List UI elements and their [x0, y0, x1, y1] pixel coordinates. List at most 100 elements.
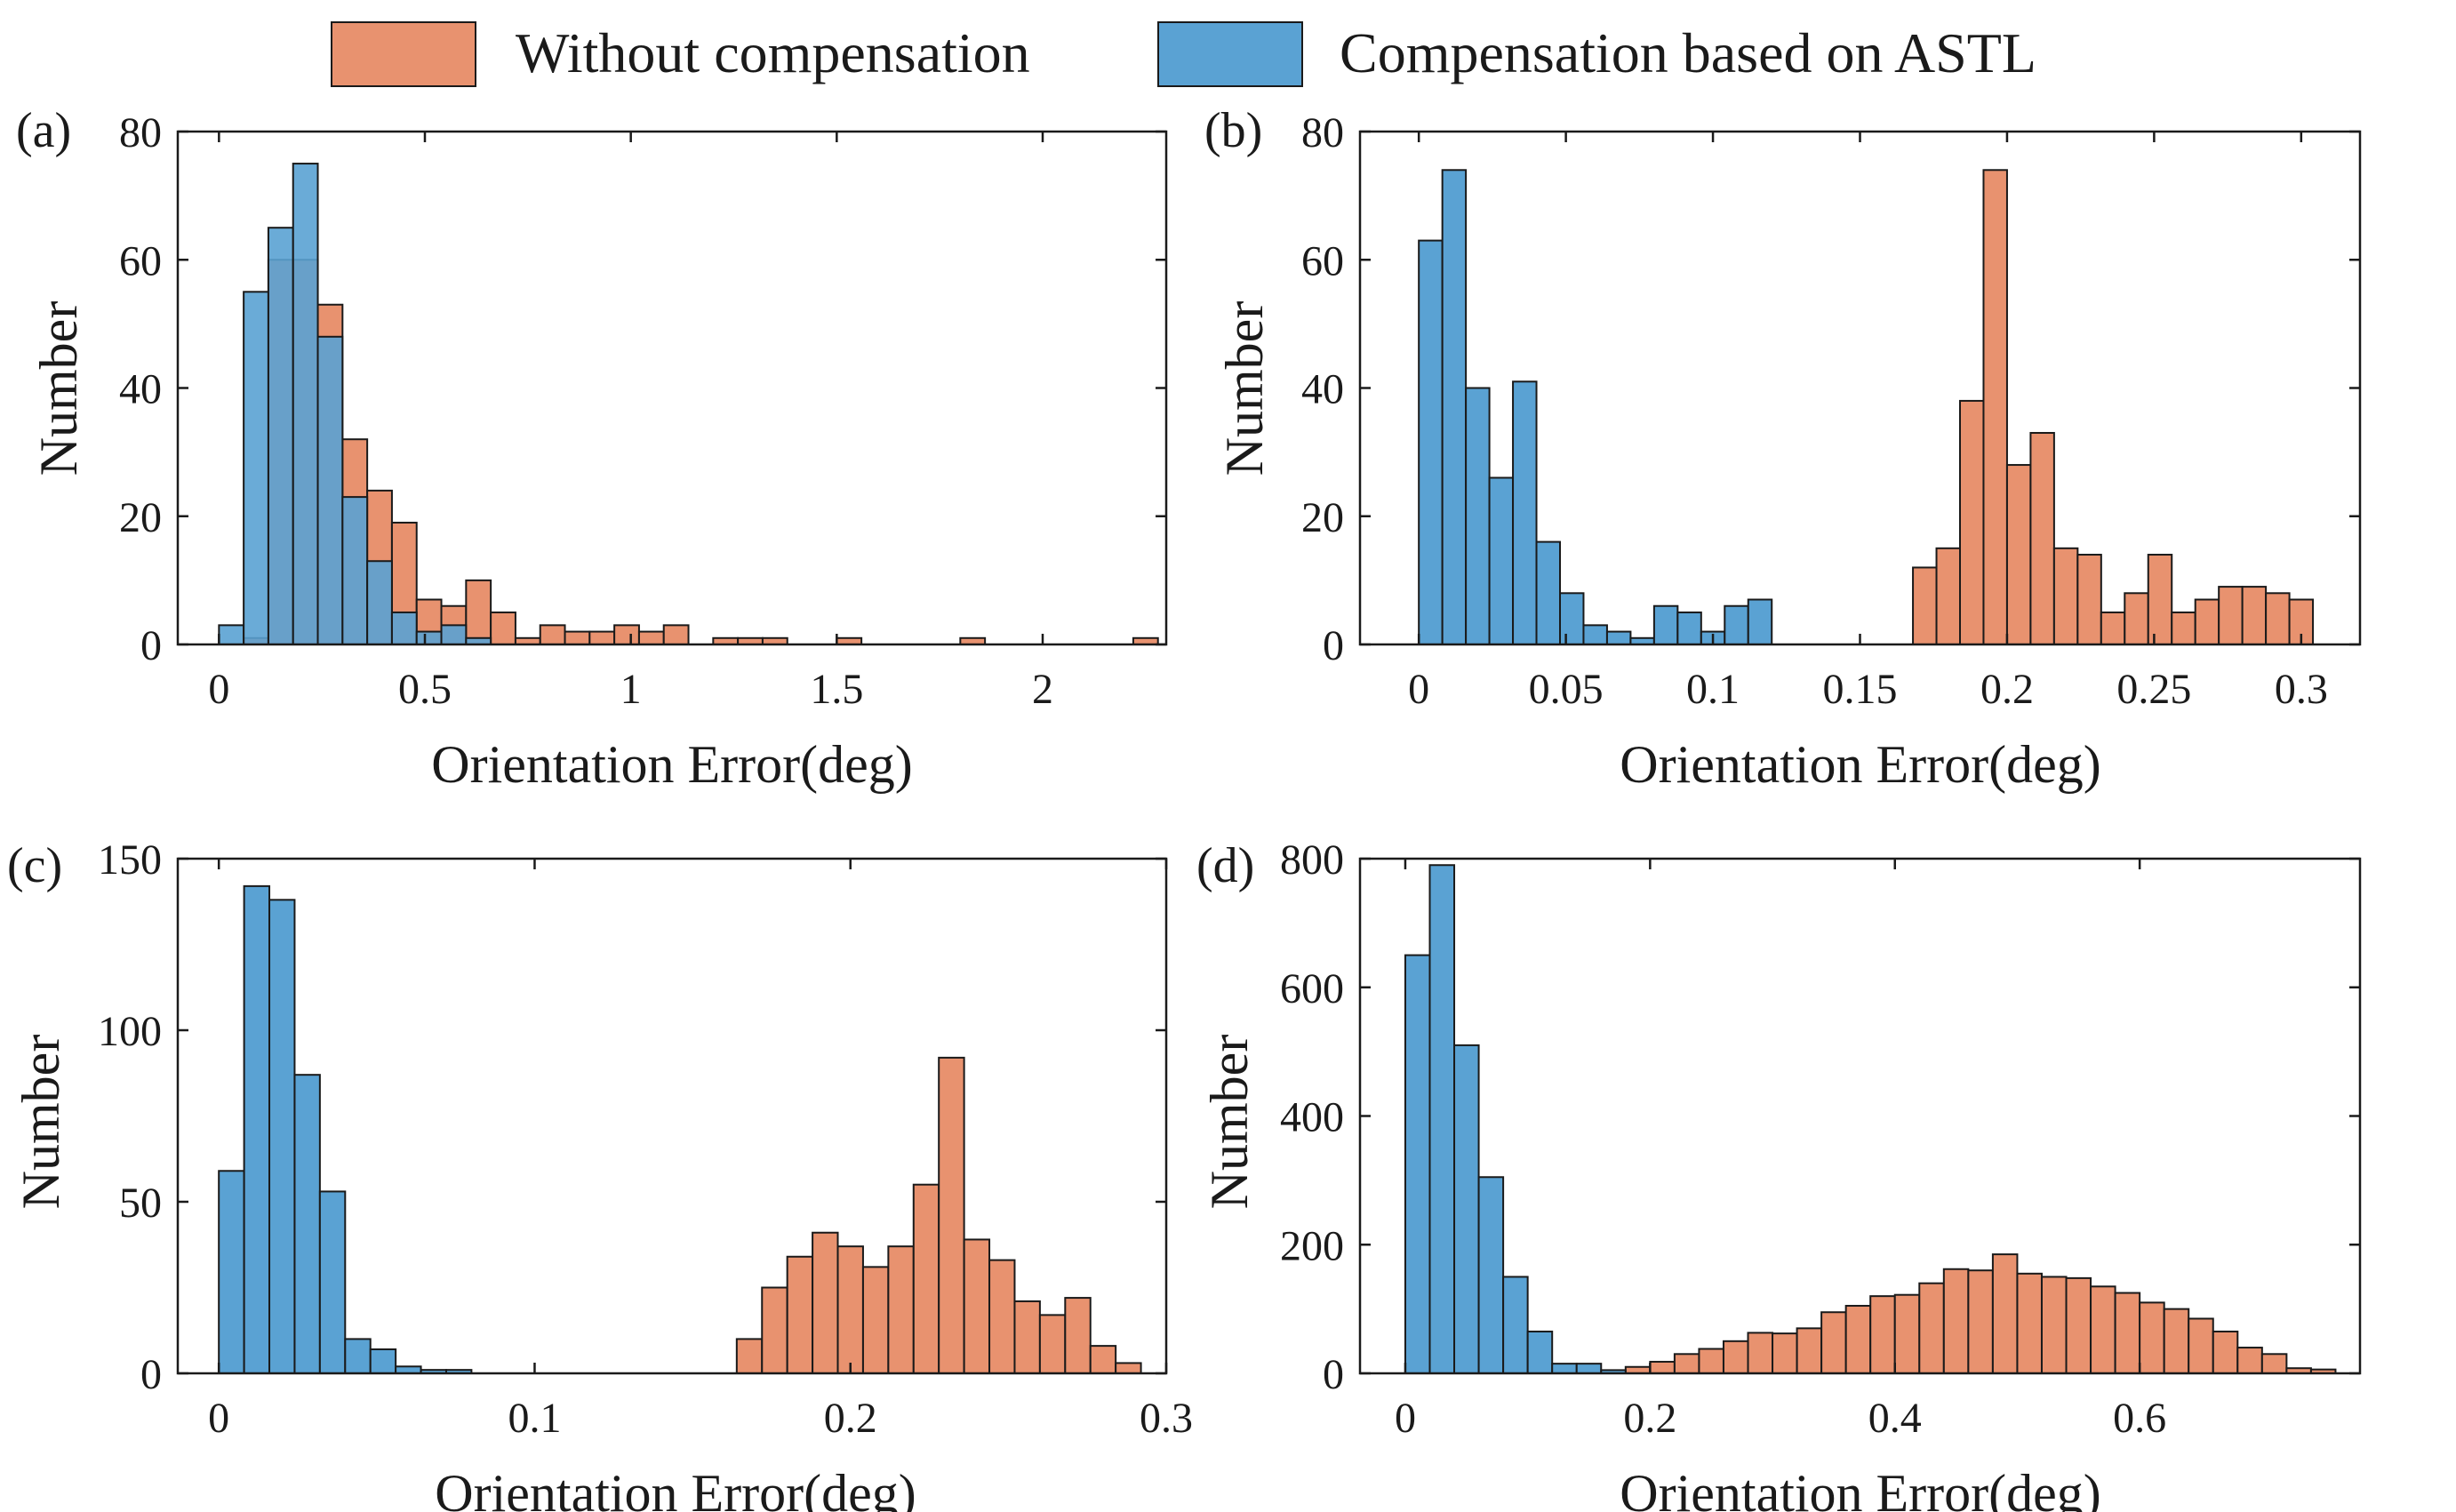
y-tick-label: 0 — [140, 1351, 162, 1398]
bar-without — [1089, 1345, 1117, 1374]
panel-label: (c) — [7, 838, 62, 893]
bar-astl — [390, 611, 418, 646]
bar-astl — [1724, 604, 1749, 645]
bar-without — [912, 1183, 940, 1374]
bar-astl — [1441, 169, 1468, 645]
bar-astl — [1652, 604, 1679, 645]
bar-astl — [243, 884, 271, 1374]
legend-label-without: Without compensation — [516, 21, 1030, 84]
y-tick-label: 60 — [1301, 237, 1344, 284]
bar-without — [1912, 566, 1938, 646]
bar-astl — [218, 624, 245, 645]
bar-without — [861, 1266, 890, 1374]
panel-label: (d) — [1196, 838, 1254, 893]
bar-without — [465, 579, 492, 646]
bar-without — [613, 624, 640, 645]
bar-without — [1747, 1332, 1774, 1375]
bar-without — [1935, 547, 1962, 645]
x-tick-label: 0.2 — [1980, 666, 2034, 713]
bar-astl — [218, 1170, 245, 1375]
y-tick-label: 20 — [1301, 494, 1344, 541]
x-tick-label: 0.2 — [1623, 1395, 1676, 1442]
bar-astl — [1477, 1176, 1505, 1375]
bar-without — [1772, 1332, 1798, 1375]
bar-without — [1820, 1311, 1847, 1374]
y-tick-label: 40 — [1301, 366, 1344, 413]
bar-astl — [1526, 1330, 1554, 1374]
bar-astl — [1605, 630, 1632, 646]
bar-astl — [267, 227, 294, 645]
bar-without — [2236, 1347, 2263, 1375]
bar-without — [2265, 592, 2291, 645]
bar-without — [2052, 547, 2079, 645]
bar-astl — [293, 1074, 321, 1375]
bar-astl — [440, 624, 468, 645]
bar-without — [588, 630, 616, 646]
bar-without — [2065, 1276, 2092, 1375]
y-axis-title: Number — [12, 1035, 70, 1210]
legend: Without compensation Compensation based … — [331, 21, 2036, 87]
bar-without — [1967, 1269, 1994, 1374]
bar-without — [2171, 611, 2196, 646]
y-tick-label: 600 — [1280, 965, 1344, 1012]
bar-without — [2090, 1285, 2116, 1375]
bar-without — [2260, 1353, 2288, 1375]
bar-without — [735, 1338, 764, 1375]
legend-label-astl: Compensation based on ASTL — [1340, 21, 2036, 84]
bar-astl — [1512, 380, 1538, 645]
bar-without — [1918, 1282, 1945, 1375]
x-axis-title: Orientation Error(deg) — [1620, 1464, 2100, 1512]
bar-without — [1649, 1360, 1676, 1374]
bar-astl — [415, 630, 443, 646]
bar-without — [1942, 1268, 1970, 1374]
y-tick-label: 20 — [119, 494, 162, 541]
y-tick-label: 40 — [119, 366, 162, 413]
legend-swatch-astl — [1157, 21, 1303, 87]
y-tick-label: 80 — [119, 109, 162, 156]
bar-astl — [1551, 1363, 1578, 1375]
bar-astl — [369, 1348, 397, 1374]
bar-without — [2114, 1292, 2141, 1375]
bar-without — [1013, 1300, 1041, 1374]
bar-without — [1982, 169, 2008, 645]
bar-without — [1991, 1253, 2019, 1374]
bar-without — [812, 1231, 839, 1374]
bar-without — [963, 1238, 991, 1374]
bar-without — [988, 1259, 1016, 1374]
x-tick-label: 0 — [1408, 666, 1429, 713]
y-tick-label: 400 — [1280, 1094, 1344, 1141]
bar-without — [2218, 586, 2244, 646]
y-tick-label: 80 — [1301, 109, 1344, 156]
bar-without — [1115, 1362, 1142, 1375]
x-tick-label: 0.05 — [1529, 666, 1604, 713]
bar-astl — [1559, 592, 1585, 645]
bar-astl — [268, 899, 296, 1374]
bar-without — [1698, 1348, 1724, 1374]
x-tick-label: 1.5 — [810, 666, 863, 713]
bar-without — [786, 1255, 814, 1375]
x-tick-label: 1 — [620, 666, 642, 713]
x-tick-label: 0.3 — [1140, 1395, 1193, 1442]
bar-without — [2124, 592, 2149, 645]
bar-astl — [316, 335, 344, 645]
y-tick-label: 0 — [1323, 1351, 1344, 1398]
y-tick-label: 100 — [98, 1008, 162, 1055]
panel-b: (b) Number Orientation Error(deg) 0 0.05 0… — [1204, 103, 2362, 794]
bar-without — [564, 630, 591, 646]
y-tick-label: 0 — [1323, 622, 1344, 669]
bar-without — [2147, 554, 2173, 646]
y-tick-label: 200 — [1280, 1222, 1344, 1269]
bar-without — [2188, 1317, 2214, 1374]
legend-swatch-without — [331, 21, 476, 87]
bar-astl — [1488, 476, 1515, 645]
bar-astl — [292, 163, 319, 645]
y-tick-label: 60 — [119, 237, 162, 284]
panel-label: (b) — [1204, 103, 1262, 158]
bar-without — [761, 1286, 788, 1374]
bar-astl — [1582, 624, 1608, 645]
bar-astl — [1465, 387, 1491, 645]
bar-without — [2241, 586, 2268, 646]
bar-without — [1893, 1293, 1921, 1374]
bar-without — [938, 1056, 965, 1374]
